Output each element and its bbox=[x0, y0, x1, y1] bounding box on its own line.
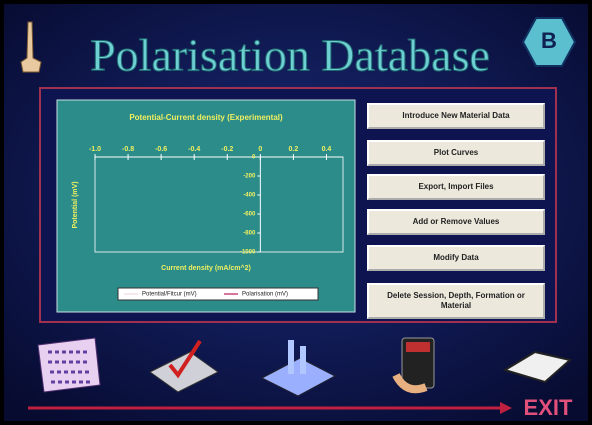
logo-mark: B bbox=[541, 28, 557, 53]
y-tick-label: -400 bbox=[243, 193, 256, 199]
logo[interactable]: B bbox=[521, 17, 577, 67]
app-title: Polarisation Database bbox=[90, 30, 490, 81]
y-tick-label: 0 bbox=[252, 155, 256, 161]
menu-button[interactable]: Export, Import Files bbox=[367, 174, 545, 200]
exit-button[interactable]: EXIT bbox=[524, 395, 573, 420]
x-tick-label: 0.4 bbox=[322, 146, 332, 153]
calendar-icon[interactable] bbox=[37, 337, 101, 393]
chart-panel bbox=[56, 99, 356, 313]
x-tick-label: 0 bbox=[258, 146, 262, 153]
chart-title: Potential-Current density (Experimental) bbox=[129, 113, 283, 122]
x-tick-label: -0.4 bbox=[188, 146, 200, 153]
hand-icon bbox=[20, 21, 42, 73]
legend-label: Potential/Fitcur (mV) bbox=[142, 292, 197, 298]
y-tick-label: -800 bbox=[243, 231, 256, 237]
x-tick-label: -1.0 bbox=[89, 146, 101, 153]
book-icon[interactable] bbox=[502, 350, 573, 384]
menu-button[interactable]: Modify Data bbox=[367, 245, 545, 271]
menu-button[interactable]: Introduce New Material Data bbox=[367, 103, 545, 129]
chart: Potential-Current density (Experimental)… bbox=[72, 113, 344, 301]
x-axis-label: Current density (mA/cm^2) bbox=[161, 264, 251, 272]
y-tick-label: -1000 bbox=[240, 250, 256, 256]
toolbar-icons bbox=[37, 337, 573, 397]
x-tick-label: -0.8 bbox=[122, 146, 134, 153]
legend bbox=[117, 287, 319, 301]
checklist-icon[interactable] bbox=[149, 339, 219, 393]
x-tick-label: -0.2 bbox=[221, 146, 233, 153]
y-tick-label: -600 bbox=[243, 212, 256, 218]
menu-button[interactable]: Add or Remove Values bbox=[367, 209, 545, 235]
y-axis-label: Potential (mV) bbox=[72, 181, 79, 228]
chart-icon[interactable] bbox=[260, 340, 337, 397]
exit-arrow-head bbox=[500, 402, 512, 414]
calculator-icon[interactable] bbox=[392, 337, 435, 394]
x-tick-label: -0.6 bbox=[155, 146, 167, 153]
legend-label: Polarisation (mV) bbox=[242, 292, 288, 298]
y-tick-label: -200 bbox=[243, 174, 256, 180]
menu-button[interactable]: Plot Curves bbox=[367, 140, 545, 166]
menu-button[interactable]: Delete Session, Depth, Formation or Mate… bbox=[367, 283, 545, 319]
x-tick-label: 0.2 bbox=[289, 146, 299, 153]
